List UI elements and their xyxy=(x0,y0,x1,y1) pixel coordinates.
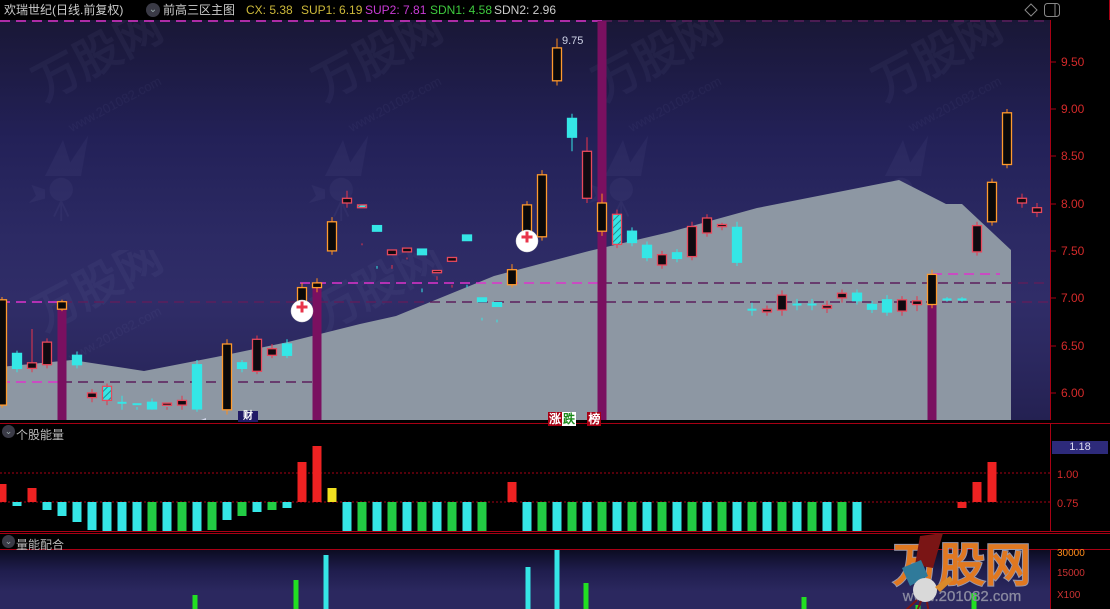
svg-text:5.64: 5.64 xyxy=(210,419,231,420)
svg-text:9.00: 9.00 xyxy=(1061,102,1085,116)
svg-text:8.00: 8.00 xyxy=(1061,197,1085,211)
svg-text:6.50: 6.50 xyxy=(1061,339,1085,353)
svg-text:7.00: 7.00 xyxy=(1061,291,1085,305)
svg-text:8.50: 8.50 xyxy=(1061,149,1085,163)
svg-text:7.50: 7.50 xyxy=(1061,244,1085,258)
svg-text:9.75: 9.75 xyxy=(562,35,583,47)
svg-text:6.00: 6.00 xyxy=(1061,386,1085,400)
svg-text:9.50: 9.50 xyxy=(1061,55,1085,69)
